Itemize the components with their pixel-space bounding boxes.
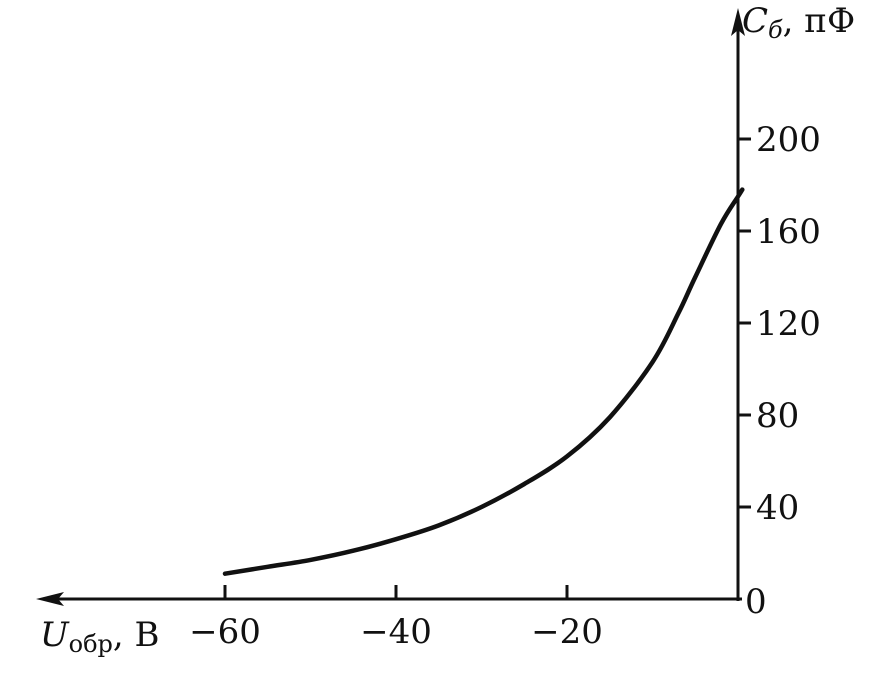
x-tick-label: −40: [360, 612, 432, 652]
x-axis-label-sub: обр: [69, 630, 113, 658]
y-axis-label-unit: , пФ: [783, 1, 856, 41]
origin-label: 0: [745, 582, 767, 622]
y-tick-label: 120: [756, 304, 821, 344]
y-axis-label-sub: б: [768, 16, 783, 44]
y-ticks: 40 80 120 160 200: [738, 120, 821, 528]
y-axis-label: Cб, пФ: [742, 1, 855, 44]
x-axis-label-main: U: [40, 615, 70, 655]
x-tick-label: −60: [189, 612, 261, 652]
y-tick-label: 160: [756, 212, 821, 252]
x-ticks: −60 −40 −20: [189, 585, 603, 652]
y-tick-label: 80: [756, 396, 799, 436]
y-axis-label-main: C: [742, 1, 768, 41]
x-tick-label: −20: [531, 612, 603, 652]
y-tick-label: 200: [756, 120, 821, 160]
x-axis-label-unit: , В: [113, 615, 160, 655]
x-axis-arrow: [36, 592, 64, 606]
y-tick-label: 40: [756, 488, 799, 528]
series-line: [222, 187, 745, 576]
x-axis-label: Uобр, В: [40, 615, 160, 658]
axes: [36, 8, 745, 606]
y-axis-arrow: [731, 8, 745, 36]
